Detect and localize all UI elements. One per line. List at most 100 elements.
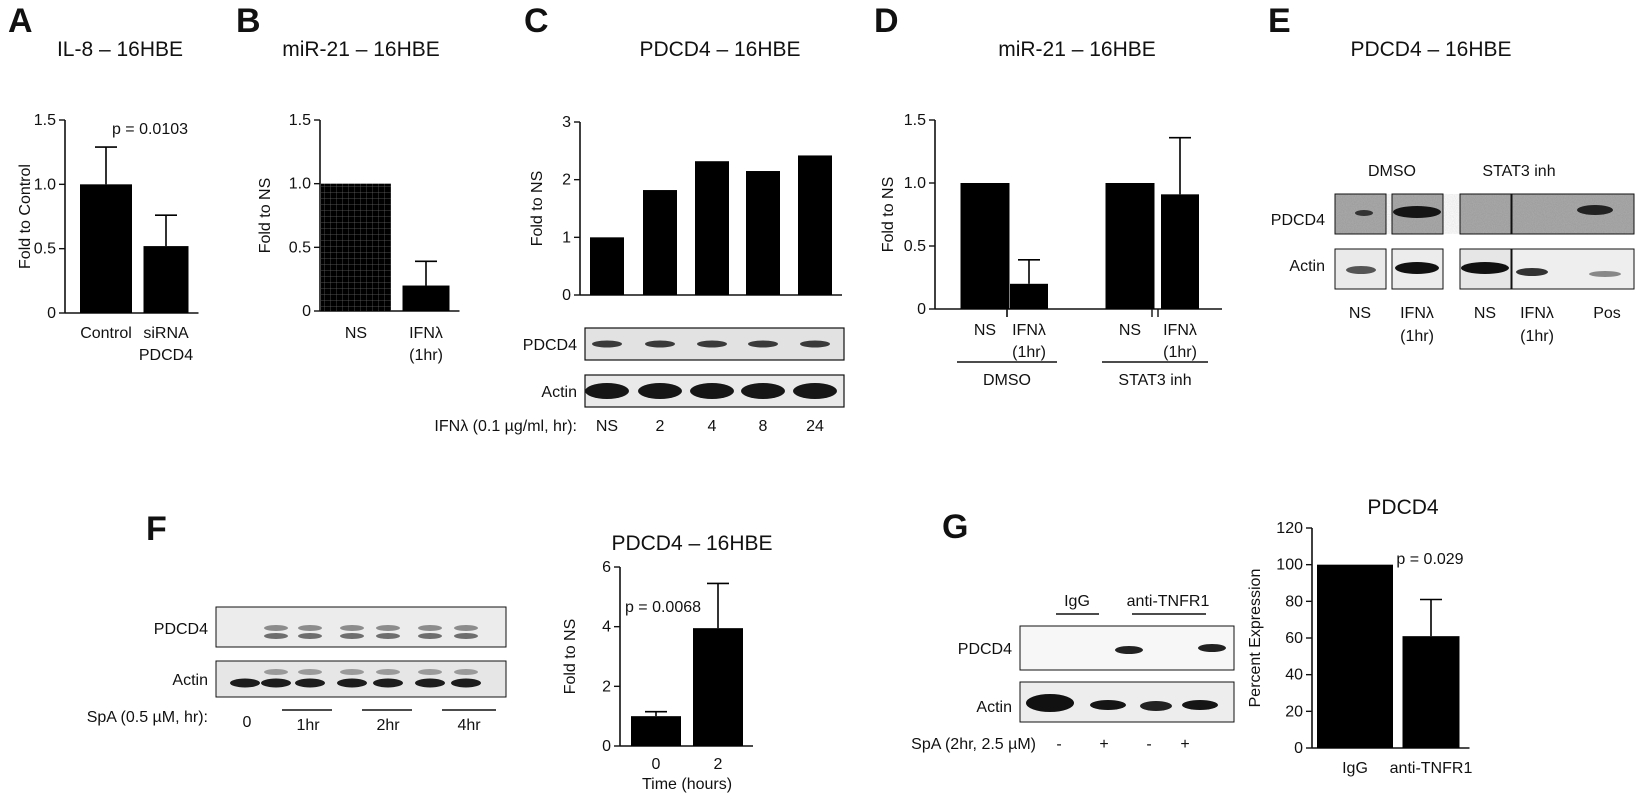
blot-c-band bbox=[592, 340, 622, 348]
y-tick-label: 0 bbox=[47, 305, 56, 322]
blot-c-band bbox=[690, 383, 734, 399]
blot-e-lane-ns: NS bbox=[1474, 305, 1496, 322]
bar bbox=[695, 161, 729, 295]
blot-f-row-actin: Actin bbox=[172, 672, 208, 689]
blot-c-band bbox=[585, 383, 629, 399]
category-label: NS bbox=[345, 325, 367, 342]
blot-g-band bbox=[1026, 694, 1074, 712]
blot-e-group-stat3: STAT3 inh bbox=[1482, 163, 1555, 180]
bar bbox=[643, 190, 677, 295]
y-tick-label: 120 bbox=[1276, 520, 1303, 537]
blot-g-band bbox=[1198, 644, 1226, 652]
blot-f-band bbox=[373, 678, 403, 688]
y-tick-label: 0.5 bbox=[34, 241, 56, 258]
blot-f-band bbox=[264, 669, 288, 675]
blot-f-band bbox=[376, 625, 400, 631]
bar bbox=[693, 628, 743, 746]
blot-e-band bbox=[1395, 262, 1439, 274]
y-tick-label: 1.5 bbox=[289, 112, 311, 129]
bar bbox=[798, 155, 832, 295]
y-tick-label: 100 bbox=[1276, 557, 1303, 574]
blot-f-band bbox=[295, 678, 325, 688]
bar bbox=[590, 237, 624, 295]
blot-f-lane-2hr: 2hr bbox=[376, 717, 400, 734]
blot-e-lane-ns: NS bbox=[1349, 305, 1371, 322]
blot-g-lane: + bbox=[1099, 736, 1108, 753]
y-tick-label: 2 bbox=[602, 678, 611, 695]
category-label: IFNλ bbox=[1163, 322, 1197, 339]
blot-e-lane-ifn-time: (1hr) bbox=[1520, 328, 1554, 345]
blot-g-lane: - bbox=[1146, 736, 1151, 753]
category-label: NS bbox=[974, 322, 996, 339]
blot-f-lane-1hr: 1hr bbox=[296, 717, 320, 734]
y-axis-label: Fold to NS bbox=[562, 619, 579, 695]
p-value-annotation: p = 0.0103 bbox=[112, 121, 188, 138]
blot-f-actin-membrane bbox=[215, 660, 507, 698]
bar bbox=[1010, 283, 1048, 309]
chart-title: miR-21 – 16HBE bbox=[998, 38, 1156, 61]
panel-letter-a: A bbox=[8, 2, 33, 40]
panel-letter-d: D bbox=[874, 2, 899, 40]
blot-g-group-igg: IgG bbox=[1064, 593, 1090, 610]
blot-c-band bbox=[793, 383, 837, 399]
chart-a: IL-8 – 16HBE 0 0.5 1.0 1.5 Fold to Control Con… bbox=[17, 38, 199, 364]
p-value-annotation: p = 0.0068 bbox=[625, 599, 701, 616]
y-tick-label: 6 bbox=[602, 559, 611, 576]
bar bbox=[1105, 183, 1155, 309]
group-label: DMSO bbox=[983, 372, 1031, 389]
category-label: (1hr) bbox=[409, 347, 443, 364]
category-label: 2 bbox=[714, 756, 723, 773]
blot-e-pdcd4-membranes bbox=[1334, 193, 1635, 235]
blot-e-row-actin: Actin bbox=[1289, 258, 1325, 275]
y-tick-label: 0 bbox=[302, 303, 311, 320]
blot-f-band bbox=[298, 669, 322, 675]
blot-f: PDCD4 Actin SpA (0.5 µM, hr): 0 1hr 2hr … bbox=[87, 606, 507, 734]
y-tick-label: 40 bbox=[1285, 667, 1303, 684]
chart-d: miR-21 – 16HBE 0 0.5 1.0 1.5 Fold to NS NS IFNλ… bbox=[880, 38, 1222, 389]
blot-f-band bbox=[298, 625, 322, 631]
blot-c-condition-label: IFNλ (0.1 µg/ml, hr): bbox=[434, 418, 577, 435]
y-tick-label: 1 bbox=[562, 229, 571, 246]
category-label: IFNλ bbox=[1012, 322, 1046, 339]
y-tick-label: 0.5 bbox=[289, 239, 311, 256]
blot-f-band bbox=[454, 669, 478, 675]
blot-f-band bbox=[454, 625, 478, 631]
bar bbox=[631, 716, 681, 746]
p-value-annotation: p = 0.029 bbox=[1396, 551, 1463, 568]
blot-f-band bbox=[415, 678, 445, 688]
bar bbox=[1161, 194, 1199, 309]
panel-letter-b: B bbox=[236, 2, 261, 40]
blot-c-row-pdcd4: PDCD4 bbox=[523, 337, 577, 354]
blot-f-lane-4hr: 4hr bbox=[457, 717, 481, 734]
category-label: siRNA bbox=[143, 325, 189, 342]
y-tick-label: 0 bbox=[602, 738, 611, 755]
blot-e-title: PDCD4 – 16HBE bbox=[1350, 38, 1511, 61]
category-label: (1hr) bbox=[1012, 344, 1046, 361]
blot-e-actin-membranes bbox=[1334, 248, 1635, 290]
category-label: 8 bbox=[759, 418, 768, 435]
blot-e-lane-ifn-time: (1hr) bbox=[1400, 328, 1434, 345]
blot-f-band bbox=[230, 678, 260, 688]
blot-f-band bbox=[418, 625, 442, 631]
blot-f-band bbox=[340, 633, 364, 639]
y-tick-label: 2 bbox=[562, 172, 571, 189]
chart-title: PDCD4 – 16HBE bbox=[611, 532, 772, 555]
blot-e-band bbox=[1589, 271, 1621, 277]
blot-c-row-actin: Actin bbox=[541, 384, 577, 401]
blot-g: IgG anti-TNFR1 PDCD4 Actin SpA (2hr, 2.5… bbox=[911, 593, 1235, 753]
blot-e-lane-ifn: IFNλ bbox=[1400, 305, 1434, 322]
category-label: NS bbox=[596, 418, 618, 435]
blot-e-band bbox=[1393, 206, 1441, 218]
category-label: 0 bbox=[652, 756, 661, 773]
blot-f-row-pdcd4: PDCD4 bbox=[154, 621, 208, 638]
y-axis-label: Percent Expression bbox=[1247, 569, 1264, 708]
y-tick-label: 80 bbox=[1285, 593, 1303, 610]
blot-f-band bbox=[340, 669, 364, 675]
blot-f-band bbox=[451, 678, 481, 688]
y-tick-label: 0.5 bbox=[904, 238, 926, 255]
blot-e-frame bbox=[1511, 193, 1635, 235]
y-tick-label: 1.0 bbox=[289, 176, 311, 193]
blot-c-band bbox=[645, 340, 675, 348]
panel-letter-g: G bbox=[942, 508, 968, 546]
